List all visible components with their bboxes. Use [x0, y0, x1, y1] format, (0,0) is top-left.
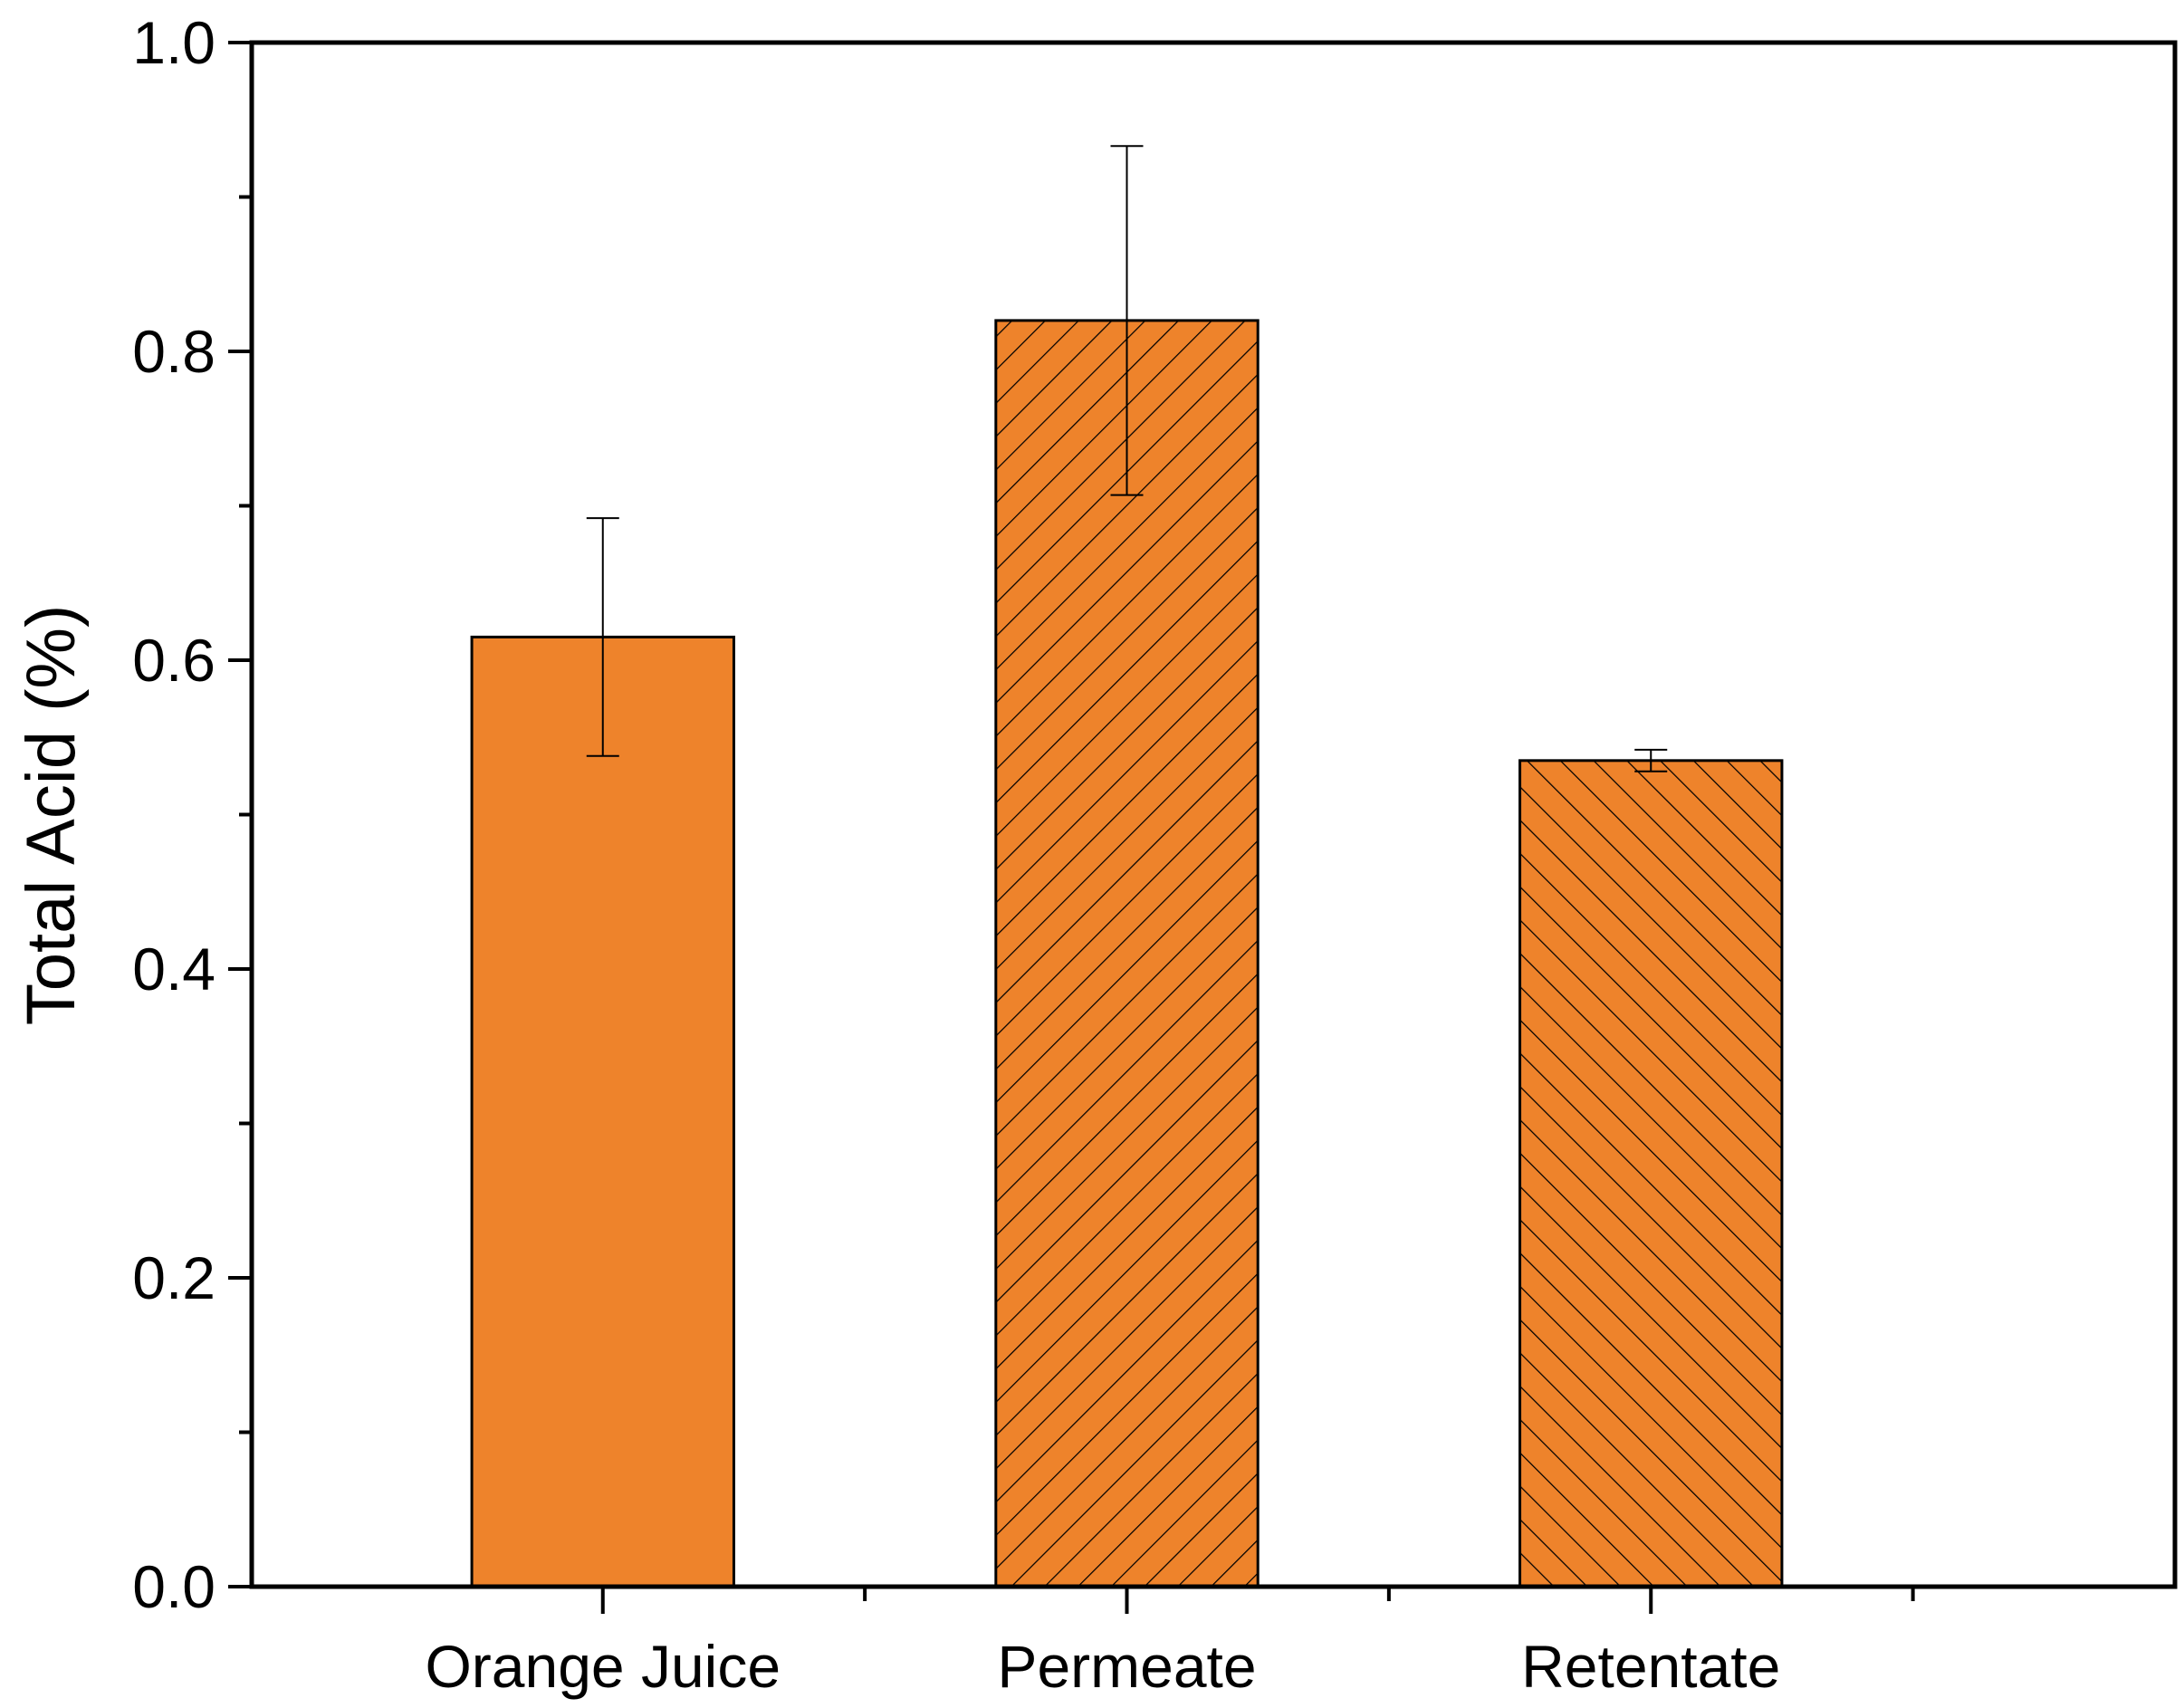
x-axis-ticks: Orange Juice Permeate Retentate	[425, 1587, 1915, 1700]
bars-group	[470, 319, 1784, 1588]
x-tick-label-orange-juice: Orange Juice	[425, 1633, 781, 1700]
y-tick-label: 0.4	[132, 936, 216, 1003]
bar-hatch-permeate	[995, 320, 1259, 1587]
y-tick-label: 0.2	[132, 1244, 216, 1311]
x-tick-label-retentate: Retentate	[1521, 1633, 1780, 1700]
bar-hatch-retentate	[1519, 760, 1782, 1587]
y-tick-label: 1.0	[132, 9, 216, 76]
y-axis-label: Total Acid (%)	[13, 605, 90, 1026]
y-tick-label: 0.0	[132, 1553, 216, 1620]
error-bars-group	[586, 145, 1668, 772]
y-axis-ticks: 0.0 0.2 0.4 0.6 0.8 1.0	[132, 9, 252, 1620]
x-tick-label-permeate: Permeate	[997, 1633, 1256, 1700]
bar-orange-juice	[472, 637, 734, 1587]
y-tick-label: 0.8	[132, 318, 216, 385]
y-tick-label: 0.6	[132, 627, 216, 694]
